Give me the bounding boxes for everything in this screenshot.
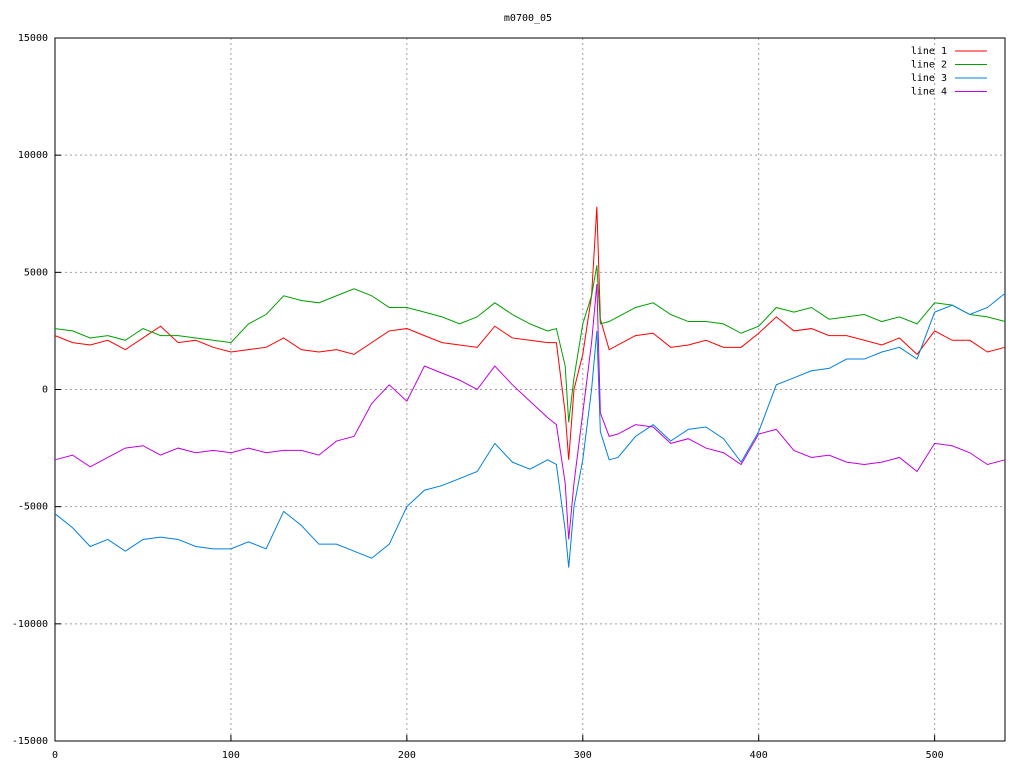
y-tick-label: 5000 [24, 267, 48, 278]
x-tick-label: 100 [222, 750, 240, 761]
y-tick-label: -10000 [12, 619, 48, 630]
data-line [54, 284, 1006, 540]
plot-frame [54, 37, 1006, 742]
data-line [54, 206, 1006, 460]
x-tick-label: 500 [926, 750, 944, 761]
y-tick-label: -5000 [18, 502, 48, 513]
x-tick-label: 200 [398, 750, 416, 761]
x-tick-label: 0 [52, 750, 58, 761]
x-tick-label: 400 [750, 750, 768, 761]
chart-title: m0700_05 [504, 13, 552, 24]
y-tick-label: -15000 [12, 736, 48, 747]
y-tick-label: 0 [42, 385, 48, 396]
legend-label: line 2 [911, 60, 947, 71]
data-line [54, 293, 1006, 568]
legend-label: line 4 [911, 87, 947, 98]
y-tick-label: 10000 [18, 150, 48, 161]
y-tick-label: 15000 [18, 33, 48, 44]
data-line [54, 265, 1006, 423]
legend-label: line 1 [911, 46, 947, 57]
x-tick-label: 300 [574, 750, 592, 761]
legend-label: line 3 [911, 73, 947, 84]
